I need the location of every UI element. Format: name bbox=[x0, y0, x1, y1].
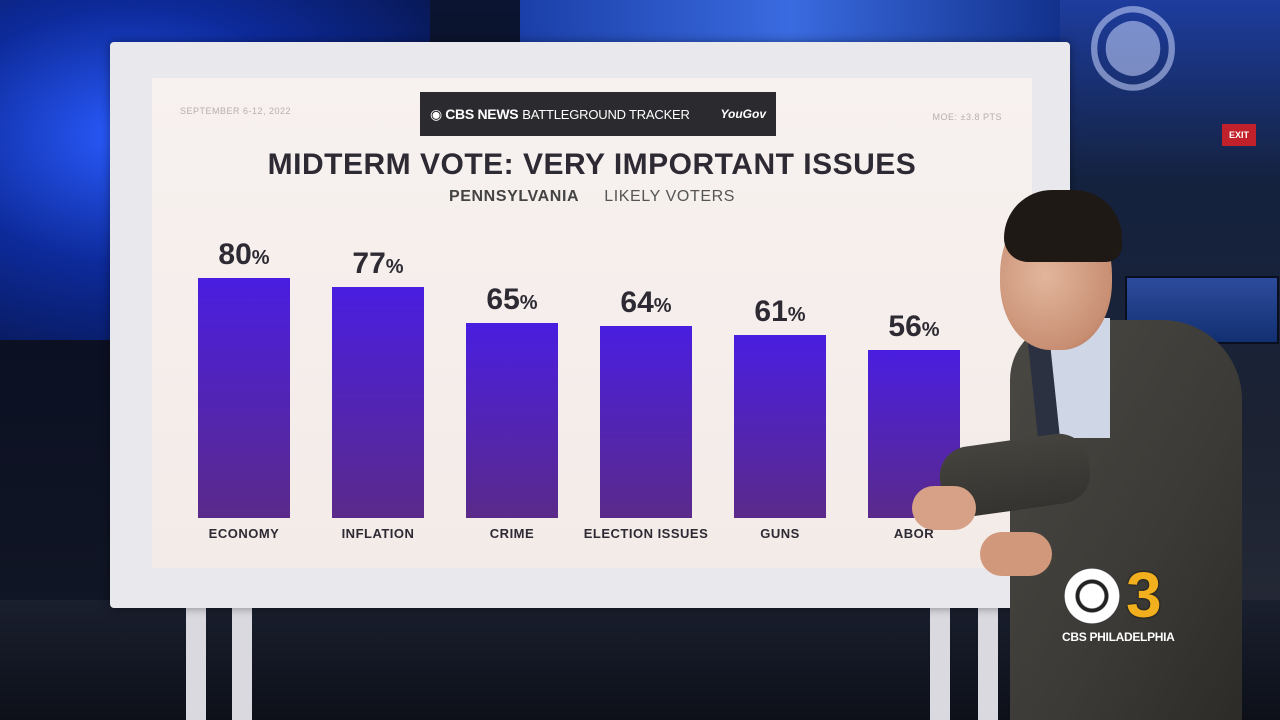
banner-brand: CBS NEWS bbox=[445, 106, 519, 122]
cbs-eye-icon: ◉ bbox=[430, 105, 443, 122]
data-label: 64% bbox=[620, 286, 671, 319]
data-label: 80% bbox=[218, 238, 269, 271]
bar-chart: 80% ECONOMY 77% INFLATION 65% CRIME 64% ELECTIO… bbox=[198, 238, 960, 541]
bar-inflation bbox=[332, 287, 424, 518]
bar-crime bbox=[466, 323, 558, 518]
station-logo: 3 CBS PHILADELPHIA bbox=[1062, 559, 1212, 656]
bar-economy bbox=[198, 278, 290, 518]
margin-of-error: MOE: ±3.8 PTS bbox=[932, 112, 1002, 122]
presenter-hand bbox=[980, 532, 1052, 576]
data-label: 77% bbox=[352, 247, 403, 280]
presenter bbox=[900, 190, 1242, 720]
station-number: 3 bbox=[1126, 559, 1162, 631]
chart-subtitle: PENNSYLVANIA LIKELY VOTERS bbox=[152, 188, 1032, 206]
board-leg bbox=[232, 606, 252, 720]
category-label: CRIME bbox=[490, 526, 534, 541]
bar-election-issues bbox=[600, 326, 692, 518]
banner-tracker: BATTLEGROUND TRACKER bbox=[522, 106, 690, 122]
subtitle-group: LIKELY VOTERS bbox=[604, 188, 736, 205]
category-label: ELECTION ISSUES bbox=[584, 526, 709, 541]
data-label: 61% bbox=[754, 295, 805, 328]
data-label: 56% bbox=[888, 310, 939, 343]
category-label: INFLATION bbox=[342, 526, 415, 541]
station-name: CBS PHILADELPHIA bbox=[1062, 630, 1175, 644]
board-leg bbox=[186, 606, 206, 720]
category-label: ABOR bbox=[894, 526, 934, 541]
exit-sign: EXIT bbox=[1222, 124, 1256, 146]
board-leg bbox=[978, 606, 998, 720]
banner-partner: YouGov bbox=[720, 107, 766, 121]
cbs-eye-icon bbox=[1064, 568, 1120, 624]
presenter-hair bbox=[1004, 190, 1122, 262]
category-label: GUNS bbox=[760, 526, 800, 541]
tracker-banner: ◉ CBS NEWS BATTLEGROUND TRACKER YouGov bbox=[420, 92, 776, 136]
bar-guns bbox=[734, 335, 826, 518]
subtitle-state: PENNSYLVANIA bbox=[448, 188, 580, 205]
presenter-hand bbox=[912, 486, 976, 530]
category-label: ECONOMY bbox=[209, 526, 280, 541]
poll-date: SEPTEMBER 6-12, 2022 bbox=[180, 106, 292, 116]
cbs-eye-icon: ◉ bbox=[1085, 0, 1181, 101]
studio-screen-top bbox=[520, 0, 1060, 48]
chart-title: MIDTERM VOTE: VERY IMPORTANT ISSUES bbox=[267, 148, 917, 181]
board-leg bbox=[930, 606, 950, 720]
display-board: SEPTEMBER 6-12, 2022 MOE: ±3.8 PTS ◉ CBS… bbox=[152, 78, 1032, 568]
data-label: 65% bbox=[486, 283, 537, 316]
